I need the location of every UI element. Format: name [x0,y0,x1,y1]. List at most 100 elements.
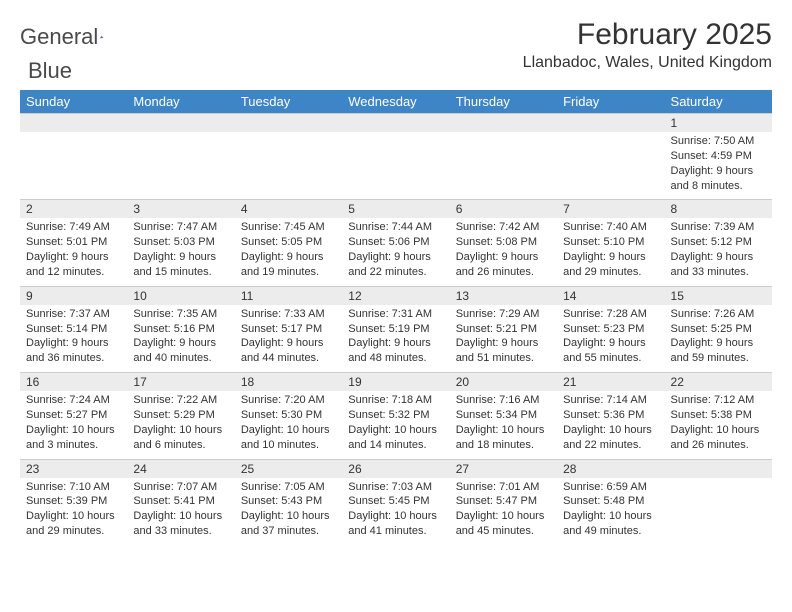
daylight-line1: Daylight: 9 hours [241,336,336,351]
sunrise-text: Sunrise: 7:07 AM [133,480,228,495]
date-detail-cell: Sunrise: 7:33 AMSunset: 5:17 PMDaylight:… [235,305,342,373]
date-number-cell [557,114,664,133]
date-detail-cell: Sunrise: 7:14 AMSunset: 5:36 PMDaylight:… [557,391,664,459]
daylight-line1: Daylight: 10 hours [456,509,551,524]
date-detail-cell: Sunrise: 7:05 AMSunset: 5:43 PMDaylight:… [235,478,342,545]
daylight-line1: Daylight: 10 hours [563,423,658,438]
date-detail-cell [557,132,664,200]
date-number-cell: 3 [127,200,234,219]
daylight-line2: and 8 minutes. [671,179,766,194]
date-detail-cell [20,132,127,200]
date-number-row: 16171819202122 [20,373,772,392]
sunset-text: Sunset: 5:17 PM [241,322,336,337]
location-subtitle: Llanbadoc, Wales, United Kingdom [523,54,772,72]
date-number-cell: 23 [20,459,127,478]
dayhead-mon: Monday [127,90,234,114]
daylight-line2: and 26 minutes. [456,265,551,280]
date-detail-cell: Sunrise: 7:37 AMSunset: 5:14 PMDaylight:… [20,305,127,373]
daylight-line2: and 18 minutes. [456,438,551,453]
date-detail-row: Sunrise: 7:49 AMSunset: 5:01 PMDaylight:… [20,218,772,286]
daylight-line1: Daylight: 10 hours [348,509,443,524]
date-number-cell: 20 [450,373,557,392]
sunrise-text: Sunrise: 7:50 AM [671,134,766,149]
date-number-cell: 28 [557,459,664,478]
daylight-line1: Daylight: 9 hours [133,336,228,351]
sunrise-text: Sunrise: 7:40 AM [563,220,658,235]
date-detail-row: Sunrise: 7:10 AMSunset: 5:39 PMDaylight:… [20,478,772,545]
date-number-cell [235,114,342,133]
sunset-text: Sunset: 5:30 PM [241,408,336,423]
date-detail-cell: Sunrise: 7:24 AMSunset: 5:27 PMDaylight:… [20,391,127,459]
date-detail-cell: Sunrise: 7:01 AMSunset: 5:47 PMDaylight:… [450,478,557,545]
date-number-cell: 15 [665,286,772,305]
date-detail-cell: Sunrise: 7:07 AMSunset: 5:41 PMDaylight:… [127,478,234,545]
sunrise-text: Sunrise: 7:01 AM [456,480,551,495]
dayhead-fri: Friday [557,90,664,114]
sunrise-text: Sunrise: 7:29 AM [456,307,551,322]
dayhead-tue: Tuesday [235,90,342,114]
date-number-cell: 8 [665,200,772,219]
dayhead-sat: Saturday [665,90,772,114]
date-detail-cell: Sunrise: 7:47 AMSunset: 5:03 PMDaylight:… [127,218,234,286]
daylight-line1: Daylight: 9 hours [241,250,336,265]
sunset-text: Sunset: 5:39 PM [26,494,121,509]
daylight-line2: and 41 minutes. [348,524,443,539]
daylight-line1: Daylight: 9 hours [348,250,443,265]
sunset-text: Sunset: 5:47 PM [456,494,551,509]
sunset-text: Sunset: 5:10 PM [563,235,658,250]
date-number-cell [127,114,234,133]
sunrise-text: Sunrise: 7:16 AM [456,393,551,408]
date-detail-cell: Sunrise: 7:49 AMSunset: 5:01 PMDaylight:… [20,218,127,286]
sunset-text: Sunset: 5:19 PM [348,322,443,337]
date-detail-cell: Sunrise: 7:44 AMSunset: 5:06 PMDaylight:… [342,218,449,286]
daylight-line2: and 15 minutes. [133,265,228,280]
date-number-cell: 5 [342,200,449,219]
daylight-line1: Daylight: 10 hours [26,423,121,438]
date-detail-cell: Sunrise: 7:26 AMSunset: 5:25 PMDaylight:… [665,305,772,373]
date-detail-cell [127,132,234,200]
daylight-line2: and 6 minutes. [133,438,228,453]
date-number-row: 9101112131415 [20,286,772,305]
day-header-row: Sunday Monday Tuesday Wednesday Thursday… [20,90,772,114]
date-detail-row: Sunrise: 7:24 AMSunset: 5:27 PMDaylight:… [20,391,772,459]
brand-text-1: General [20,24,98,50]
sunset-text: Sunset: 5:27 PM [26,408,121,423]
sunrise-text: Sunrise: 7:37 AM [26,307,121,322]
date-number-cell: 6 [450,200,557,219]
daylight-line1: Daylight: 10 hours [456,423,551,438]
brand-text-2: Blue [28,58,72,84]
date-number-cell: 18 [235,373,342,392]
date-number-cell: 10 [127,286,234,305]
sunset-text: Sunset: 5:06 PM [348,235,443,250]
date-detail-row: Sunrise: 7:50 AMSunset: 4:59 PMDaylight:… [20,132,772,200]
daylight-line1: Daylight: 9 hours [456,336,551,351]
calendar-table: Sunday Monday Tuesday Wednesday Thursday… [20,90,772,545]
date-number-cell: 11 [235,286,342,305]
daylight-line1: Daylight: 10 hours [133,509,228,524]
daylight-line1: Daylight: 10 hours [671,423,766,438]
daylight-line2: and 26 minutes. [671,438,766,453]
daylight-line2: and 48 minutes. [348,351,443,366]
date-number-cell [342,114,449,133]
dayhead-wed: Wednesday [342,90,449,114]
sunset-text: Sunset: 5:32 PM [348,408,443,423]
date-detail-cell: Sunrise: 7:29 AMSunset: 5:21 PMDaylight:… [450,305,557,373]
sunset-text: Sunset: 5:01 PM [26,235,121,250]
daylight-line1: Daylight: 9 hours [671,250,766,265]
daylight-line2: and 29 minutes. [563,265,658,280]
daylight-line2: and 33 minutes. [671,265,766,280]
daylight-line2: and 19 minutes. [241,265,336,280]
date-number-row: 1 [20,114,772,133]
daylight-line2: and 49 minutes. [563,524,658,539]
daylight-line1: Daylight: 10 hours [563,509,658,524]
daylight-line1: Daylight: 9 hours [456,250,551,265]
date-detail-cell: Sunrise: 7:35 AMSunset: 5:16 PMDaylight:… [127,305,234,373]
date-number-cell: 14 [557,286,664,305]
date-number-cell: 2 [20,200,127,219]
sunrise-text: Sunrise: 7:24 AM [26,393,121,408]
date-detail-cell: Sunrise: 7:16 AMSunset: 5:34 PMDaylight:… [450,391,557,459]
date-number-row: 232425262728 [20,459,772,478]
sunset-text: Sunset: 5:25 PM [671,322,766,337]
date-detail-cell: Sunrise: 7:03 AMSunset: 5:45 PMDaylight:… [342,478,449,545]
date-detail-cell: Sunrise: 7:22 AMSunset: 5:29 PMDaylight:… [127,391,234,459]
